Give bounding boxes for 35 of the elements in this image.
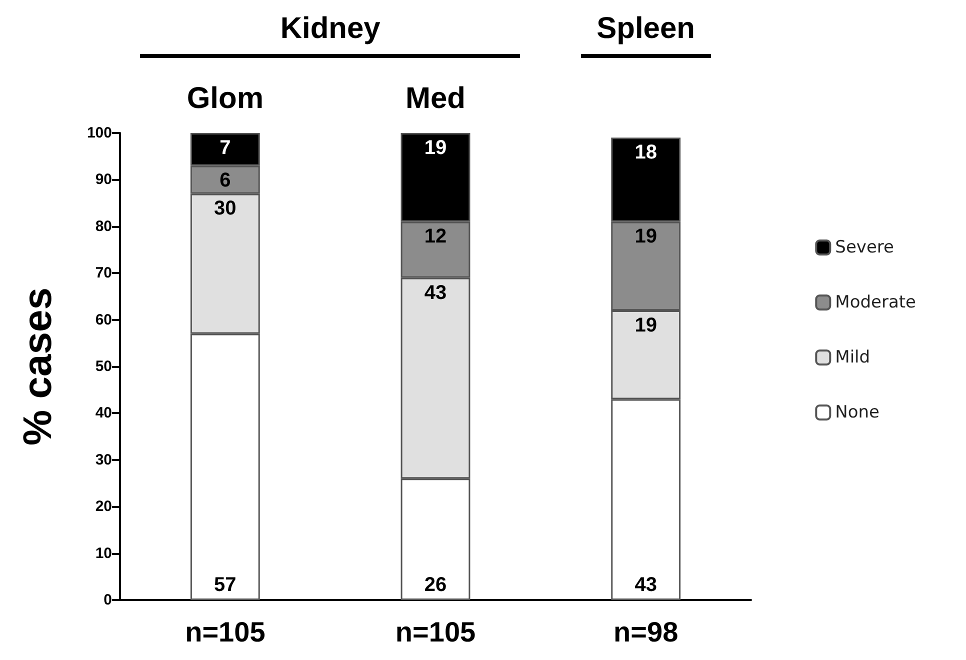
y-tick-label: 70 (95, 264, 112, 282)
y-tick-label: 0 (104, 592, 112, 608)
data-label: 7 (220, 137, 231, 159)
data-label: 12 (424, 226, 447, 248)
x-tick-label: n=105 (395, 616, 476, 648)
data-label: 6 (220, 170, 231, 192)
data-label: 26 (424, 574, 447, 596)
text: Kidney (280, 12, 380, 46)
text: Spleen (596, 12, 696, 46)
y-tick-label: 100 (86, 124, 112, 142)
legend-label: Severe (835, 238, 894, 258)
data-label: 43 (634, 574, 657, 596)
data-label: 43 (424, 282, 447, 304)
y-tick-label: 60 (95, 311, 112, 328)
legend-label: Moderate (835, 292, 916, 312)
y-tick-label: 50 (95, 358, 112, 375)
data-label: 18 (634, 142, 657, 164)
y-tick-label: 40 (95, 404, 112, 422)
text: Med (406, 82, 466, 116)
legend-label: Mild (835, 348, 870, 368)
y-tick-label: 10 (95, 544, 112, 562)
y-tick-label: 90 (95, 171, 112, 188)
text: Glom (186, 82, 264, 116)
y-tick-label: 80 (95, 218, 112, 235)
legend-label: None (835, 402, 880, 422)
y-tick-label: 20 (95, 498, 112, 516)
data-label: 19 (424, 137, 447, 159)
data-label: 30 (214, 198, 236, 220)
data-label: 57 (214, 574, 236, 596)
y-axis-title: % cases (16, 288, 60, 446)
x-tick-label: n=98 (614, 616, 678, 648)
data-label: 19 (634, 226, 657, 248)
data-label: 19 (634, 314, 657, 336)
x-tick-label: n=105 (185, 616, 266, 648)
y-tick-label: 30 (95, 451, 112, 468)
